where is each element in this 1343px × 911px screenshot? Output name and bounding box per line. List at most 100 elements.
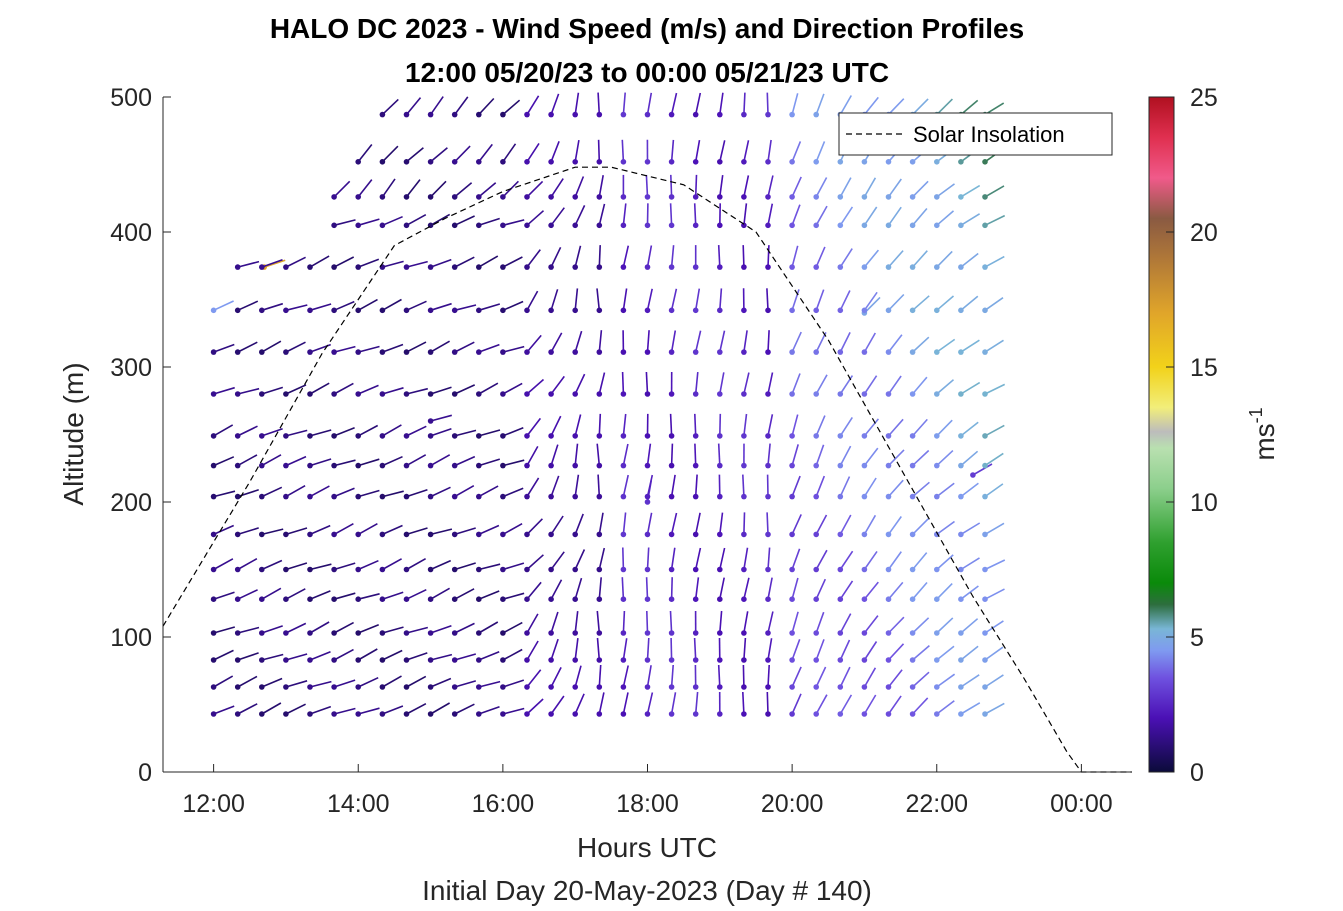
wind-barb-dot xyxy=(548,222,554,229)
wind-barb xyxy=(813,246,826,270)
wind-barb-shaft xyxy=(863,332,876,353)
wind-barb-shaft xyxy=(622,665,629,688)
wind-barb-dot xyxy=(885,349,892,355)
wind-barb-dot xyxy=(548,630,554,636)
wind-barb-shaft xyxy=(526,95,540,116)
wind-barb-shaft xyxy=(863,667,877,688)
wind-barb-dot xyxy=(982,684,988,690)
wind-barb xyxy=(596,547,606,573)
wind-barb-dot xyxy=(982,307,988,314)
wind-barb xyxy=(717,288,723,314)
wind-barb xyxy=(355,144,373,165)
wind-barb-shaft xyxy=(550,289,559,311)
wind-barb-dot xyxy=(548,711,554,717)
wind-barb-shaft xyxy=(382,298,402,311)
wind-barb xyxy=(644,413,651,439)
wind-barb-shaft xyxy=(815,578,827,600)
wind-barb-dot xyxy=(837,566,844,573)
wind-barb-shaft xyxy=(839,476,851,497)
wind-barb xyxy=(210,490,236,500)
wind-barb xyxy=(307,524,331,538)
wind-barb xyxy=(234,527,259,538)
wind-barb-dot xyxy=(210,493,217,500)
wind-barb-dot xyxy=(934,657,940,663)
wind-barb xyxy=(741,330,748,355)
wind-barb xyxy=(765,203,774,229)
wind-barb-shaft xyxy=(526,290,539,311)
wind-barb-shaft xyxy=(550,475,560,497)
wind-barb-shaft xyxy=(815,177,828,198)
wind-barb-dot xyxy=(451,596,458,602)
wind-barb-dot xyxy=(765,307,771,314)
colorbar-tick-label: 25 xyxy=(1190,84,1218,112)
wind-barb xyxy=(331,562,356,573)
wind-barb-dot xyxy=(717,159,723,165)
wind-barb xyxy=(596,474,603,500)
wind-barb xyxy=(620,512,627,538)
wind-barb xyxy=(259,486,283,500)
wind-barb-shaft xyxy=(237,260,260,268)
wind-barb xyxy=(476,182,497,200)
wind-barb-dot xyxy=(861,264,868,270)
wind-barb-dot xyxy=(234,307,241,314)
wind-barb-dot xyxy=(717,462,723,469)
wind-barb xyxy=(717,547,726,573)
wind-barb-dot xyxy=(476,566,482,573)
wind-barb-shaft xyxy=(984,339,1004,353)
wind-barb xyxy=(379,387,404,397)
wind-barb-dot xyxy=(982,222,988,229)
wind-barb xyxy=(741,288,747,314)
wind-barb xyxy=(813,415,826,439)
wind-barb-shaft xyxy=(405,147,424,163)
wind-barb xyxy=(500,523,523,538)
wind-barb-shaft xyxy=(574,474,580,497)
wind-barb-dot xyxy=(958,391,964,397)
wind-barb-shaft xyxy=(406,213,427,227)
wind-barb-shaft xyxy=(887,669,903,688)
wind-barb xyxy=(548,667,562,690)
wind-barb-shaft xyxy=(863,249,880,268)
wind-barb xyxy=(331,345,356,355)
wind-barb-shaft xyxy=(815,666,827,688)
wind-barb-shaft xyxy=(550,551,565,570)
wind-barb-shaft xyxy=(622,245,630,268)
wind-barb-shaft xyxy=(430,486,451,498)
wind-barb-dot xyxy=(355,711,362,717)
wind-barb-shaft xyxy=(502,99,521,116)
wind-barb xyxy=(885,695,902,717)
wind-barb-shaft xyxy=(839,248,853,268)
wind-barb-dot xyxy=(668,657,675,663)
wind-barb-dot xyxy=(885,630,892,636)
wind-barb-dot xyxy=(283,566,289,573)
wind-barb-shaft xyxy=(791,444,799,466)
wind-barb xyxy=(427,702,451,717)
wind-barb-shaft xyxy=(936,450,954,467)
wind-barb-dot xyxy=(934,684,940,690)
wind-barb xyxy=(476,705,500,717)
wind-barb-shaft xyxy=(357,624,379,634)
wind-barb xyxy=(379,591,404,602)
wind-barb-dot xyxy=(259,630,265,636)
wind-barb-shaft xyxy=(574,414,582,437)
wind-barb xyxy=(596,692,605,717)
wind-barb-shaft xyxy=(430,302,452,312)
wind-barb-shaft xyxy=(213,705,235,715)
wind-barb-dot xyxy=(500,222,506,229)
wind-barb xyxy=(958,522,981,538)
wind-barb xyxy=(403,702,427,717)
wind-barb-dot xyxy=(403,222,410,229)
wind-barb-dot xyxy=(427,493,434,500)
x-tick-label: 20:00 xyxy=(761,790,824,818)
wind-barb xyxy=(934,554,954,573)
wind-barb-shaft xyxy=(670,330,677,353)
wind-barb-shaft xyxy=(887,418,904,437)
wind-barb-dot xyxy=(500,391,506,397)
wind-barb xyxy=(403,489,428,500)
wind-barb xyxy=(427,454,451,469)
wind-barb-dot xyxy=(837,711,844,717)
wind-barb-dot xyxy=(861,566,868,573)
wind-barb-dot xyxy=(355,630,362,636)
wind-barb xyxy=(668,512,678,538)
wind-barb-dot xyxy=(958,159,964,165)
wind-barb-shaft xyxy=(333,345,356,353)
